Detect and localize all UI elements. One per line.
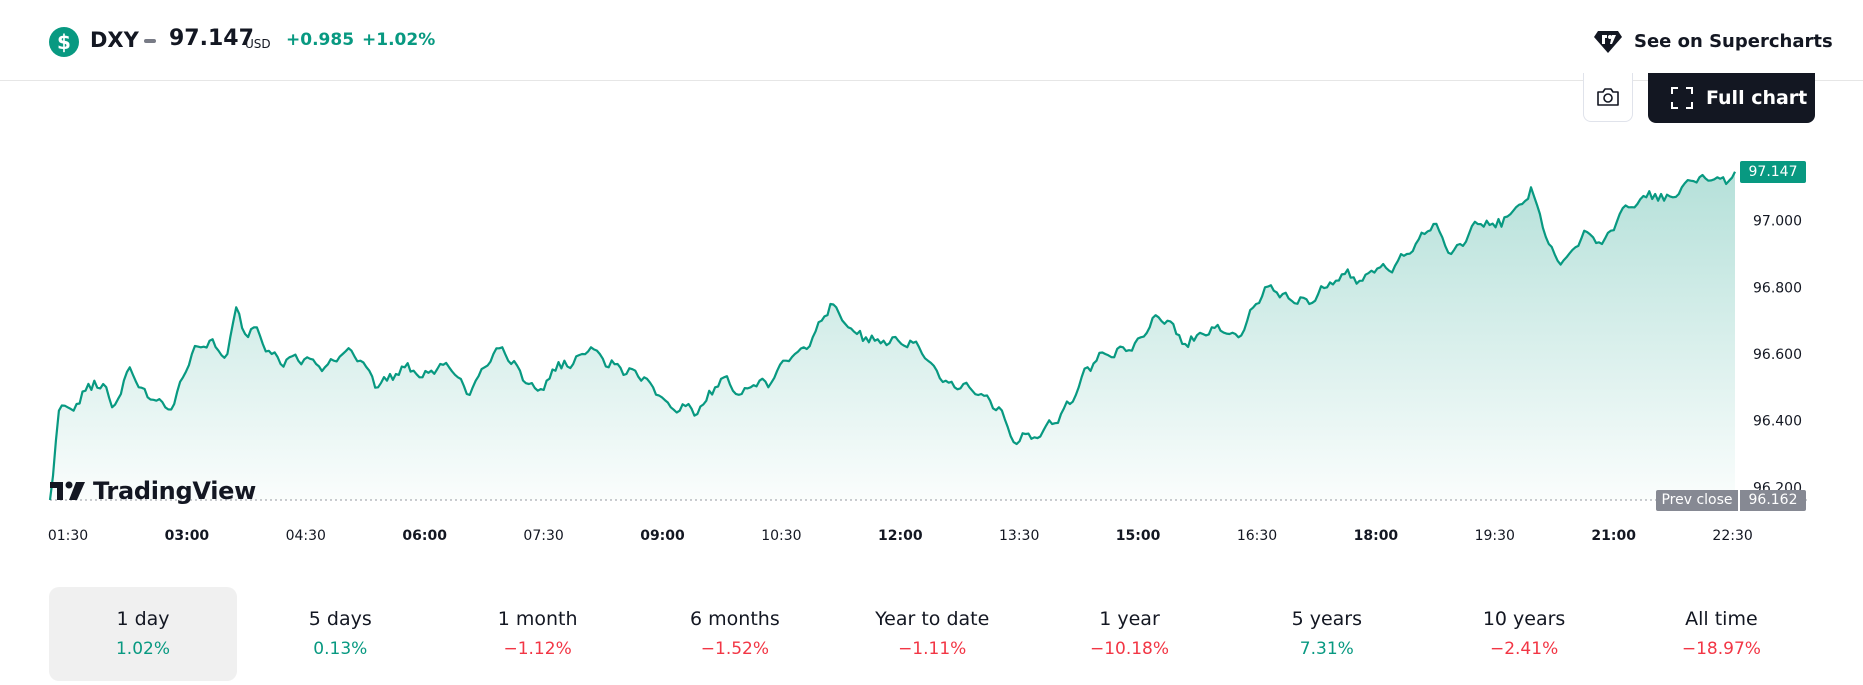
tradingview-logo-text: TradingView	[93, 477, 256, 505]
period-change: −18.97%	[1681, 639, 1761, 659]
period-6m[interactable]: 6 months −1.52%	[641, 587, 829, 681]
see-on-supercharts-link[interactable]: See on Supercharts	[1592, 25, 1833, 57]
x-tick-label: 13:30	[999, 528, 1039, 542]
dollar-circle-icon: $	[49, 27, 79, 57]
x-tick-label: 04:30	[286, 528, 326, 542]
tradingview-logo-icon	[50, 481, 85, 500]
period-label: 5 years	[1291, 608, 1362, 630]
period-change: −10.18%	[1089, 639, 1170, 659]
period-10y[interactable]: 10 years −2.41%	[1430, 587, 1618, 681]
price-chart[interactable]: 97.000 96.800 96.600 96.400 96.200 01:30 03:0…	[0, 82, 1863, 542]
y-tick-label: 96.600	[1753, 347, 1802, 363]
period-label: 6 months	[690, 608, 780, 630]
x-tick-label: 07:30	[523, 528, 563, 542]
period-change: 7.31%	[1299, 639, 1354, 659]
x-tick-label: 19:30	[1475, 528, 1515, 542]
period-change: −2.41%	[1489, 639, 1559, 659]
period-change: −1.11%	[898, 639, 967, 659]
x-tick-label: 15:00	[1116, 528, 1161, 542]
y-tick-label: 96.400	[1753, 414, 1802, 430]
x-tick-label: 06:00	[402, 528, 447, 542]
separator-dash	[144, 39, 156, 43]
period-selector: 1 day 1.02% 5 days 0.13% 1 month −1.12% 6 m…	[49, 587, 1819, 681]
period-5d[interactable]: 5 days 0.13%	[246, 587, 434, 681]
prev-close-label: Prev close	[1656, 490, 1738, 511]
full-chart-label: Full chart	[1706, 87, 1808, 109]
x-tick-label: 22:30	[1712, 528, 1752, 542]
period-label: 5 days	[308, 608, 372, 630]
period-label: 1 year	[1099, 608, 1160, 630]
period-1m[interactable]: 1 month −1.12%	[444, 587, 632, 681]
last-price: 97.147	[169, 26, 254, 51]
period-label: Year to date	[875, 608, 990, 630]
period-change: −1.12%	[503, 639, 572, 659]
period-1d[interactable]: 1 day 1.02%	[49, 587, 237, 681]
period-1y[interactable]: 1 year −10.18%	[1036, 587, 1224, 681]
period-5y[interactable]: 5 years 7.31%	[1233, 587, 1421, 681]
x-tick-label: 12:00	[878, 528, 923, 542]
prev-close-value: 96.162	[1740, 490, 1806, 511]
tradingview-logo[interactable]: TradingView	[50, 477, 256, 505]
change-percent: +1.02%	[362, 30, 436, 50]
full-chart-button[interactable]: Full chart	[1648, 73, 1815, 123]
period-ytd[interactable]: Year to date −1.11%	[838, 587, 1026, 681]
x-tick-label: 10:30	[761, 528, 801, 542]
tradingview-diamond-icon	[1594, 31, 1622, 53]
x-tick-label: 09:00	[640, 528, 685, 542]
currency-label: USD	[245, 37, 271, 51]
period-change: −1.52%	[700, 639, 770, 659]
snapshot-button[interactable]	[1583, 73, 1633, 122]
period-label: 1 month	[497, 608, 578, 630]
change-absolute: +0.985	[286, 30, 355, 50]
period-label: 1 day	[116, 608, 170, 630]
period-label: 10 years	[1482, 608, 1566, 630]
period-label: All time	[1685, 608, 1758, 630]
y-tick-label: 97.000	[1753, 214, 1802, 230]
period-change: 1.02%	[115, 639, 170, 659]
x-tick-label: 01:30	[48, 528, 88, 542]
supercharts-label: See on Supercharts	[1634, 30, 1833, 52]
price-line	[48, 171, 1736, 501]
symbol-header: $ DXY 97.147 USD +0.985 +1.02% See on Su…	[0, 0, 1863, 81]
camera-icon	[1597, 88, 1619, 106]
x-tick-label: 21:00	[1591, 528, 1636, 542]
x-tick-label: 16:30	[1237, 528, 1277, 542]
period-all[interactable]: All time −18.97%	[1627, 587, 1815, 681]
fullscreen-icon	[1671, 87, 1693, 109]
price-area	[50, 171, 1735, 500]
period-change: 0.13%	[313, 639, 368, 659]
x-tick-label: 03:00	[165, 528, 210, 542]
x-tick-label: 18:00	[1354, 528, 1399, 542]
last-price-tag: 97.147	[1740, 160, 1806, 183]
symbol-name[interactable]: DXY	[90, 28, 139, 52]
y-tick-label: 96.800	[1753, 280, 1802, 296]
